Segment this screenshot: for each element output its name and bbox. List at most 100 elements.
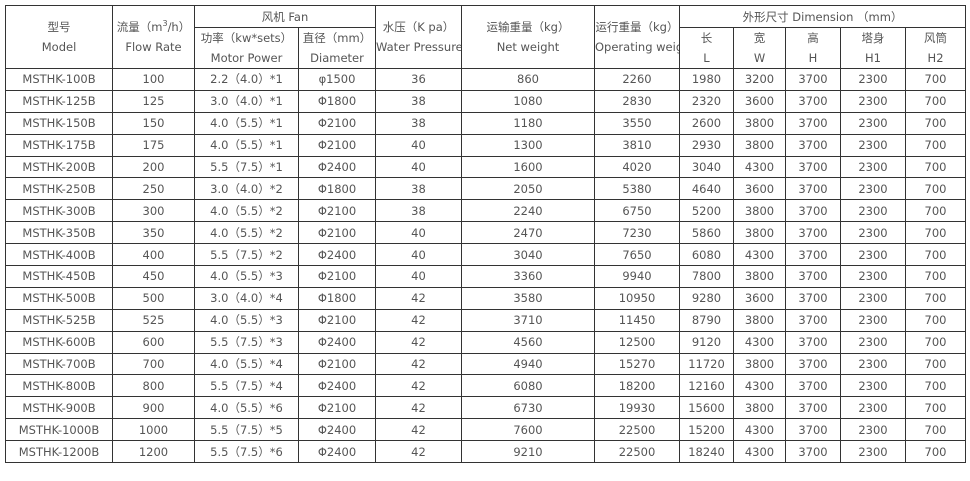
cell-tower-height: 2300 bbox=[840, 396, 906, 420]
header-net-weight: 运输重量（kg） Net weight bbox=[461, 5, 595, 69]
header-model: 型号 Model bbox=[5, 5, 113, 69]
cell-operating-weight: 6750 bbox=[594, 199, 680, 223]
cell-water-pressure: 40 bbox=[375, 133, 462, 157]
cell-net-weight: 9210 bbox=[461, 440, 595, 464]
cell-water-pressure: 40 bbox=[375, 265, 462, 288]
cell-length: 3040 bbox=[679, 155, 734, 179]
cell-length: 1980 bbox=[679, 68, 734, 91]
header-power-cn: 功率（kw*sets） bbox=[200, 31, 293, 45]
cell-model: MSTHK-200B bbox=[5, 155, 113, 179]
cell-fan-stack-height: 700 bbox=[904, 308, 967, 332]
cell-water-pressure: 42 bbox=[375, 308, 462, 332]
cell-operating-weight: 5380 bbox=[594, 177, 680, 201]
cell-diameter: Φ2100 bbox=[298, 199, 376, 223]
cell-water-pressure: 40 bbox=[375, 221, 462, 245]
cell-water-pressure: 40 bbox=[375, 155, 462, 179]
cell-motor-power: 2.2（4.0）*1 bbox=[194, 68, 299, 91]
cell-model: MSTHK-125B bbox=[5, 89, 113, 113]
cell-motor-power: 5.5（7.5）*4 bbox=[194, 374, 299, 398]
cell-height: 3700 bbox=[785, 199, 841, 223]
header-fan-stack-height: 风筒 H2 bbox=[904, 27, 967, 69]
cell-tower-height: 2300 bbox=[840, 374, 906, 398]
cell-tower-height: 2300 bbox=[840, 133, 906, 157]
cell-height: 3700 bbox=[785, 308, 841, 332]
cell-water-pressure: 42 bbox=[375, 286, 462, 310]
cell-height: 3700 bbox=[785, 111, 841, 135]
cell-width: 3800 bbox=[733, 308, 786, 332]
cell-net-weight: 1080 bbox=[461, 89, 595, 113]
cell-motor-power: 5.5（7.5）*6 bbox=[194, 440, 299, 464]
cell-diameter: Φ2400 bbox=[298, 243, 376, 267]
cell-width: 4300 bbox=[733, 418, 786, 442]
cell-diameter: φ1500 bbox=[298, 68, 376, 91]
header-diameter-cn: 直径（mm） bbox=[302, 31, 372, 45]
header-model-cn: 型号 bbox=[47, 20, 71, 34]
cell-flow-rate: 900 bbox=[112, 396, 195, 420]
cell-model: MSTHK-175B bbox=[5, 133, 113, 157]
header-w-en: W bbox=[753, 51, 766, 65]
cell-tower-height: 2300 bbox=[840, 352, 906, 376]
cell-net-weight: 2470 bbox=[461, 221, 595, 245]
cell-length: 9120 bbox=[679, 330, 734, 354]
cell-width: 3800 bbox=[733, 352, 786, 376]
cell-model: MSTHK-700B bbox=[5, 352, 113, 376]
cell-model: MSTHK-450B bbox=[5, 265, 113, 288]
cell-width: 3800 bbox=[733, 396, 786, 420]
header-flow-rate: 流量（m3/h） Flow Rate bbox=[112, 5, 195, 69]
cell-length: 6080 bbox=[679, 243, 734, 267]
header-operating-cn: 运行重量（kg） bbox=[595, 20, 679, 34]
cell-length: 2930 bbox=[679, 133, 734, 157]
cell-net-weight: 4560 bbox=[461, 330, 595, 354]
cell-width: 3600 bbox=[733, 286, 786, 310]
cell-width: 3200 bbox=[733, 68, 786, 91]
header-fan: 风机 Fan bbox=[194, 5, 376, 28]
cell-length: 7800 bbox=[679, 265, 734, 288]
cell-tower-height: 2300 bbox=[840, 89, 906, 113]
cell-operating-weight: 7650 bbox=[594, 243, 680, 267]
cell-diameter: Φ2400 bbox=[298, 155, 376, 179]
table-row: MSTHK-175B 175 4.0（5.5）*1 Φ2100 40 1300 3810 29… bbox=[5, 133, 967, 157]
table-row: MSTHK-250B 250 3.0（4.0）*2 Φ1800 38 2050 5380 46… bbox=[5, 177, 967, 201]
cell-flow-rate: 175 bbox=[112, 133, 195, 157]
cell-width: 4300 bbox=[733, 374, 786, 398]
cell-fan-stack-height: 700 bbox=[904, 265, 967, 288]
cell-width: 3600 bbox=[733, 177, 786, 201]
cell-height: 3700 bbox=[785, 374, 841, 398]
cell-model: MSTHK-900B bbox=[5, 396, 113, 420]
table-row: MSTHK-450B 450 4.0（5.5）*3 Φ2100 40 3360 9940 78… bbox=[5, 265, 967, 288]
cell-motor-power: 4.0（5.5）*1 bbox=[194, 133, 299, 157]
cell-width: 4300 bbox=[733, 243, 786, 267]
cell-motor-power: 4.0（5.5）*1 bbox=[194, 111, 299, 135]
cell-net-weight: 3360 bbox=[461, 265, 595, 288]
cell-tower-height: 2300 bbox=[840, 308, 906, 332]
cell-tower-height: 2300 bbox=[840, 286, 906, 310]
cell-fan-stack-height: 700 bbox=[904, 418, 967, 442]
cell-motor-power: 5.5（7.5）*3 bbox=[194, 330, 299, 354]
cell-model: MSTHK-250B bbox=[5, 177, 113, 201]
header-net-en: Net weight bbox=[496, 40, 560, 54]
cell-length: 18240 bbox=[679, 440, 734, 464]
cell-tower-height: 2300 bbox=[840, 199, 906, 223]
cell-width: 3800 bbox=[733, 133, 786, 157]
cell-length: 5860 bbox=[679, 221, 734, 245]
cell-net-weight: 4940 bbox=[461, 352, 595, 376]
header-l-en: L bbox=[703, 51, 710, 65]
cell-motor-power: 3.0（4.0）*4 bbox=[194, 286, 299, 310]
cell-net-weight: 1300 bbox=[461, 133, 595, 157]
header-h-cn: 高 bbox=[807, 31, 819, 45]
cell-net-weight: 3710 bbox=[461, 308, 595, 332]
cell-tower-height: 2300 bbox=[840, 243, 906, 267]
cell-diameter: Φ2100 bbox=[298, 352, 376, 376]
cell-diameter: Φ1800 bbox=[298, 89, 376, 113]
cell-water-pressure: 42 bbox=[375, 330, 462, 354]
cell-length: 2320 bbox=[679, 89, 734, 113]
cell-width: 4300 bbox=[733, 155, 786, 179]
cell-fan-stack-height: 700 bbox=[904, 177, 967, 201]
table-row: MSTHK-400B 400 5.5（7.5）*2 Φ2400 40 3040 7650 60… bbox=[5, 243, 967, 267]
header-flow-en: Flow Rate bbox=[125, 40, 182, 54]
cell-flow-rate: 700 bbox=[112, 352, 195, 376]
cell-water-pressure: 40 bbox=[375, 243, 462, 267]
cell-net-weight: 860 bbox=[461, 68, 595, 91]
header-w-cn: 宽 bbox=[753, 31, 766, 45]
